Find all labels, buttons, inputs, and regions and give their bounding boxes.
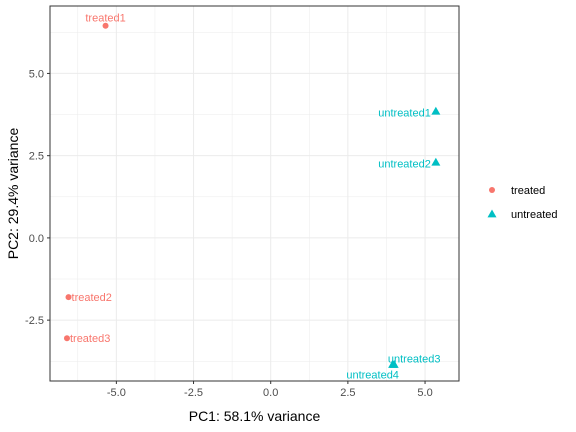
legend-label-treated: treated: [511, 185, 545, 197]
point-label: untreated1: [378, 107, 431, 119]
point-label: treated3: [70, 333, 110, 345]
x-tick-label: -2.5: [184, 387, 203, 399]
x-tick-label: 5.0: [417, 387, 432, 399]
plot-panel: [50, 6, 459, 381]
y-tick-label: 5.0: [29, 68, 44, 80]
legend: treated untreated: [488, 185, 558, 221]
y-tick-label: 2.5: [29, 151, 44, 163]
x-tick-label: -5.0: [107, 387, 126, 399]
y-tick-label: 0.0: [29, 233, 44, 245]
point-label: untreated4: [346, 370, 399, 382]
legend-key-treated: [489, 187, 495, 193]
point-label: untreated3: [388, 354, 441, 366]
y-axis-title: PC2: 29.4% variance: [5, 128, 21, 260]
x-tick-label: 0.0: [263, 387, 278, 399]
legend-key-untreated: [488, 210, 497, 218]
point-label: treated1: [85, 13, 125, 25]
legend-label-untreated: untreated: [511, 209, 557, 221]
point-label: untreated2: [378, 158, 431, 170]
x-tick-label: 2.5: [340, 387, 355, 399]
x-axis-title: PC1: 58.1% variance: [189, 408, 321, 424]
y-tick-label: -2.5: [25, 315, 44, 327]
point-label: treated2: [72, 292, 112, 304]
